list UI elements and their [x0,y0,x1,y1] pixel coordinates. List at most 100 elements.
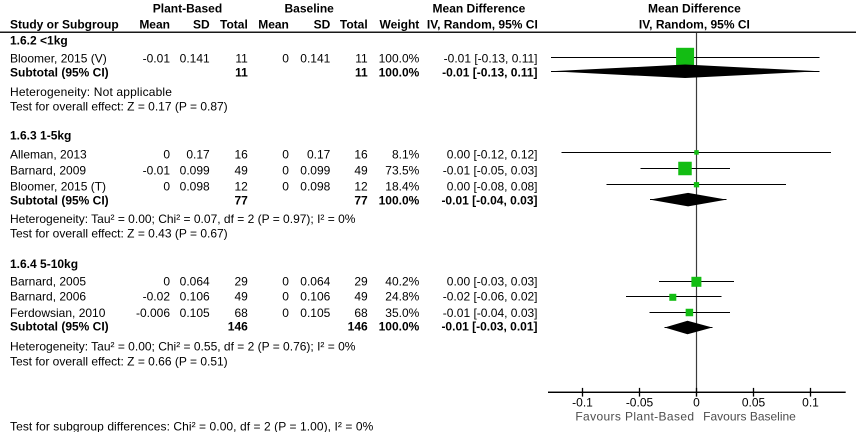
svg-text:0.00 [-0.03, 0.03]: 0.00 [-0.03, 0.03] [447,275,538,289]
svg-text:12: 12 [234,180,248,194]
svg-text:-0.01 [-0.04, 0.03]: -0.01 [-0.04, 0.03] [443,306,538,320]
svg-text:11: 11 [355,51,368,65]
svg-text:11: 11 [235,65,248,79]
svg-text:0.106: 0.106 [180,290,210,304]
svg-text:0: 0 [282,147,289,161]
svg-text:29: 29 [234,275,248,289]
svg-text:Alleman, 2013: Alleman, 2013 [10,147,87,161]
svg-text:24.8%: 24.8% [385,290,419,304]
svg-text:68: 68 [234,306,248,320]
svg-text:100.0%: 100.0% [379,65,420,79]
svg-text:-0.01 [-0.05, 0.03]: -0.01 [-0.05, 0.03] [443,163,538,177]
svg-text:0.17: 0.17 [186,147,210,161]
svg-text:35.0%: 35.0% [385,306,419,320]
svg-text:16: 16 [234,147,248,161]
svg-text:IV, Random, 95% CI: IV, Random, 95% CI [639,18,750,32]
svg-text:SD: SD [314,18,331,32]
svg-text:0.00 [-0.12, 0.12]: 0.00 [-0.12, 0.12] [447,147,538,161]
svg-text:Total: Total [340,18,368,32]
svg-text:Barnard, 2005: Barnard, 2005 [10,275,86,289]
svg-text:0.105: 0.105 [180,306,210,320]
svg-text:77: 77 [234,193,248,207]
svg-text:68: 68 [354,306,368,320]
svg-text:16: 16 [354,147,368,161]
svg-text:0: 0 [282,290,289,304]
svg-text:0.1: 0.1 [802,396,819,410]
svg-text:-0.1: -0.1 [572,396,593,410]
svg-text:8.1%: 8.1% [392,147,420,161]
svg-text:Favours Plant-Based: Favours Plant-Based [575,410,694,424]
svg-text:11: 11 [355,65,368,79]
svg-text:-0.01: -0.01 [143,51,171,65]
svg-text:146: 146 [228,320,248,334]
svg-text:-0.02: -0.02 [143,290,171,304]
svg-text:Plant-Based: Plant-Based [153,2,222,16]
svg-text:-0.006: -0.006 [136,306,170,320]
svg-text:0.141: 0.141 [180,51,210,65]
svg-text:Ferdowsian, 2010: Ferdowsian, 2010 [10,306,106,320]
svg-text:Study or Subgroup: Study or Subgroup [10,18,119,32]
svg-text:29: 29 [354,275,368,289]
svg-text:49: 49 [234,290,248,304]
svg-text:SD: SD [193,18,210,32]
svg-text:Mean Difference: Mean Difference [433,2,526,16]
svg-text:Mean: Mean [258,18,289,32]
svg-text:IV, Random, 95% CI: IV, Random, 95% CI [427,18,538,32]
svg-text:0.099: 0.099 [180,163,210,177]
svg-text:0.105: 0.105 [300,306,330,320]
svg-text:-0.01 [-0.13, 0.11]: -0.01 [-0.13, 0.11] [444,51,538,65]
svg-text:0: 0 [163,147,170,161]
svg-text:0: 0 [282,306,289,320]
svg-text:Barnard, 2006: Barnard, 2006 [10,290,86,304]
svg-text:-0.01 [-0.04, 0.03]: -0.01 [-0.04, 0.03] [441,193,537,207]
svg-text:0.064: 0.064 [300,275,330,289]
svg-text:100.0%: 100.0% [379,193,420,207]
svg-text:0.05: 0.05 [742,396,766,410]
svg-text:73.5%: 73.5% [385,163,419,177]
svg-text:-0.01 [-0.13, 0.11]: -0.01 [-0.13, 0.11] [442,65,537,79]
svg-text:Test for overall effect: Z = 0: Test for overall effect: Z = 0.43 (P = 0… [10,226,228,240]
svg-text:146: 146 [348,320,368,334]
svg-text:Test for overall effect: Z = 0: Test for overall effect: Z = 0.66 (P = 0… [10,355,228,369]
svg-text:Favours Baseline: Favours Baseline [703,410,796,424]
svg-text:0: 0 [163,275,170,289]
svg-text:Heterogeneity: Tau² = 0.00; Ch: Heterogeneity: Tau² = 0.00; Chi² = 0.07,… [10,212,356,226]
svg-text:0.106: 0.106 [300,290,330,304]
svg-text:Subtotal (95% CI): Subtotal (95% CI) [10,65,109,79]
svg-text:0.064: 0.064 [180,275,210,289]
svg-text:0: 0 [282,275,289,289]
svg-text:-0.01 [-0.03, 0.01]: -0.01 [-0.03, 0.01] [441,320,537,334]
svg-text:0.141: 0.141 [300,51,330,65]
svg-text:0.099: 0.099 [300,163,330,177]
svg-text:1.6.4 5-10kg: 1.6.4 5-10kg [10,257,78,271]
svg-text:Baseline: Baseline [285,2,335,16]
svg-text:Mean: Mean [139,18,170,32]
svg-text:77: 77 [354,193,368,207]
svg-text:49: 49 [234,163,248,177]
svg-text:Bloomer, 2015 (T): Bloomer, 2015 (T) [10,180,106,194]
svg-text:Test for subgroup differences:: Test for subgroup differences: Chi² = 0.… [10,420,374,432]
svg-text:Weight: Weight [380,18,420,32]
svg-text:0: 0 [282,163,289,177]
svg-text:0.098: 0.098 [180,180,210,194]
svg-text:0.00 [-0.08, 0.08]: 0.00 [-0.08, 0.08] [447,180,538,194]
svg-text:1.6.2 <1kg: 1.6.2 <1kg [10,34,68,48]
svg-text:0: 0 [163,180,170,194]
svg-text:12: 12 [354,180,368,194]
svg-text:Subtotal (95% CI): Subtotal (95% CI) [10,193,109,207]
svg-text:100.0%: 100.0% [379,51,420,65]
svg-text:Total: Total [220,18,248,32]
svg-text:11: 11 [235,51,248,65]
svg-text:-0.01: -0.01 [143,163,171,177]
svg-text:-0.05: -0.05 [626,396,654,410]
svg-text:Bloomer, 2015 (V): Bloomer, 2015 (V) [10,51,107,65]
svg-text:Heterogeneity: Not applicable: Heterogeneity: Not applicable [10,85,172,99]
svg-text:49: 49 [354,290,368,304]
svg-text:0: 0 [693,396,700,410]
svg-text:40.2%: 40.2% [385,275,419,289]
svg-text:0.098: 0.098 [300,180,330,194]
svg-text:1.6.3 1-5kg: 1.6.3 1-5kg [10,129,71,143]
svg-text:Barnard, 2009: Barnard, 2009 [10,163,86,177]
svg-text:100.0%: 100.0% [379,320,420,334]
svg-text:49: 49 [354,163,368,177]
